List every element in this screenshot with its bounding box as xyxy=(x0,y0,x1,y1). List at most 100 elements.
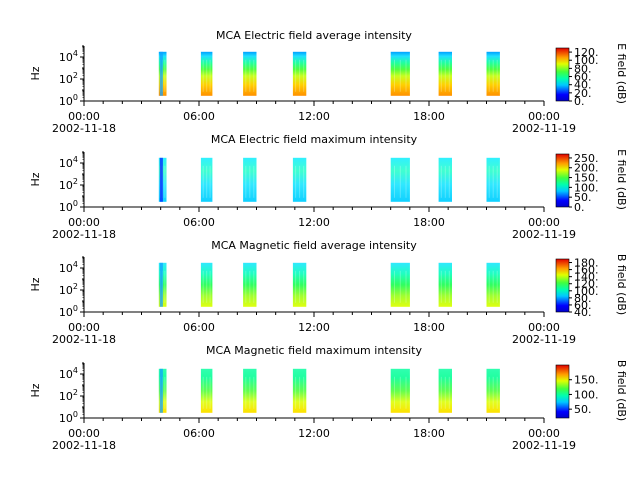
colorbar-tick-label: 100. xyxy=(574,285,599,298)
y-tick-label: 102 xyxy=(59,71,78,86)
colorbar xyxy=(555,258,570,313)
colorbar-tick-label: 0. xyxy=(574,95,585,108)
data-interval-block xyxy=(292,368,307,413)
colorbar-tick-label: 100. xyxy=(574,54,599,67)
data-interval-block xyxy=(438,157,452,202)
data-interval-block xyxy=(292,51,307,96)
x-tick-label: 18:00 xyxy=(413,110,445,123)
colorbar-tick-label: 150. xyxy=(574,172,599,185)
colorbar-tick-label: 50. xyxy=(574,191,592,204)
y-tick-label: 100 xyxy=(59,304,78,319)
y-tick-label: 104 xyxy=(59,366,78,381)
data-interval-block xyxy=(243,262,257,307)
colorbar-tick-label: 140. xyxy=(574,271,599,284)
colorbar-tick-label: 20. xyxy=(574,87,592,100)
x-tick-label: 00:00 xyxy=(528,110,560,123)
panel-title: MCA Electric field average intensity xyxy=(216,29,412,42)
y-axis-label: Hz xyxy=(29,66,42,80)
colorbar-tick-label: 200. xyxy=(574,162,599,175)
y-axis-label: Hz xyxy=(29,383,42,397)
colorbar-tick-label: 180. xyxy=(574,257,599,270)
data-interval-block xyxy=(486,368,500,413)
x-tick-label: 06:00 xyxy=(183,216,215,229)
data-interval-core xyxy=(159,157,163,202)
y-tick-label: 100 xyxy=(59,410,78,425)
data-interval-core xyxy=(159,51,163,96)
x-tick-label: 18:00 xyxy=(413,321,445,334)
x-tick-label: 00:00 xyxy=(68,216,100,229)
x-date-label: 2002-11-19 xyxy=(512,122,576,135)
x-tick-label: 00:00 xyxy=(528,321,560,334)
colorbar-tick-label: 160. xyxy=(574,264,599,277)
y-axis-label: Hz xyxy=(29,172,42,186)
data-interval-block xyxy=(438,368,452,413)
data-interval-block xyxy=(292,262,307,307)
colorbar-tick-label: 60. xyxy=(574,299,592,312)
data-interval-block xyxy=(486,51,500,96)
data-interval-block xyxy=(200,157,213,202)
x-date-label: 2002-11-19 xyxy=(512,439,576,452)
panel-b-field-average: MCA Magnetic field average intensity 100… xyxy=(29,239,628,346)
x-tick-label: 00:00 xyxy=(528,427,560,440)
data-interval-core xyxy=(159,368,163,413)
panel-e-field-average: MCA Electric field average intensity 100… xyxy=(29,29,628,135)
data-interval-block xyxy=(200,51,213,96)
data-interval-block xyxy=(390,51,410,96)
panel-title: MCA Electric field maximum intensity xyxy=(211,133,418,146)
data-interval-block xyxy=(243,368,257,413)
y-tick-label: 100 xyxy=(59,199,78,214)
panel-title: MCA Magnetic field maximum intensity xyxy=(206,344,422,357)
x-tick-label: 12:00 xyxy=(298,427,330,440)
y-tick-label: 104 xyxy=(59,260,78,275)
colorbar-label: E field (dB) xyxy=(615,149,628,210)
x-tick-label: 00:00 xyxy=(68,321,100,334)
x-date-label: 2002-11-19 xyxy=(512,228,576,241)
colorbar-tick-label: 60. xyxy=(574,71,592,84)
x-date-label: 2002-11-19 xyxy=(512,333,576,346)
data-interval-block xyxy=(486,157,500,202)
colorbar-tick-label: 50. xyxy=(574,403,592,416)
colorbar-tick-label: 150. xyxy=(574,374,599,387)
x-date-label: 2002-11-18 xyxy=(52,122,116,135)
colorbar-tick-label: 0. xyxy=(574,201,585,214)
data-interval-block xyxy=(390,157,410,202)
data-interval-block xyxy=(390,262,410,307)
data-interval-block xyxy=(390,368,410,413)
colorbar-tick-label: 100. xyxy=(574,181,599,194)
data-interval-block xyxy=(243,157,257,202)
colorbar-label: B field (dB) xyxy=(615,360,628,421)
colorbar-tick-label: 80. xyxy=(574,62,592,75)
x-tick-label: 12:00 xyxy=(298,216,330,229)
x-tick-label: 18:00 xyxy=(413,216,445,229)
colorbar-tick-label: 40. xyxy=(574,79,592,92)
colorbar-tick-label: 250. xyxy=(574,152,599,165)
colorbar-tick-label: 40. xyxy=(574,306,592,319)
x-date-label: 2002-11-18 xyxy=(52,333,116,346)
colorbar-tick-label: 100. xyxy=(574,388,599,401)
x-tick-label: 06:00 xyxy=(183,427,215,440)
colorbar-label: E field (dB) xyxy=(615,43,628,104)
colorbar xyxy=(555,47,570,102)
colorbar-tick-label: 120. xyxy=(574,46,599,59)
x-tick-label: 06:00 xyxy=(183,321,215,334)
data-interval-block xyxy=(486,262,500,307)
colorbar-tick-label: 80. xyxy=(574,292,592,305)
x-tick-label: 00:00 xyxy=(528,216,560,229)
data-interval-block xyxy=(292,157,307,202)
panel-e-field-maximum: MCA Electric field maximum intensity 100… xyxy=(29,133,628,241)
colorbar-tick-label: 120. xyxy=(574,278,599,291)
colorbar xyxy=(555,153,570,208)
y-tick-label: 104 xyxy=(59,155,78,170)
x-tick-label: 12:00 xyxy=(298,110,330,123)
y-tick-label: 100 xyxy=(59,93,78,108)
x-tick-label: 12:00 xyxy=(298,321,330,334)
colorbar xyxy=(555,364,570,419)
panel-title: MCA Magnetic field average intensity xyxy=(211,239,417,252)
data-interval-block xyxy=(200,262,213,307)
x-tick-label: 06:00 xyxy=(183,110,215,123)
colorbar-label: B field (dB) xyxy=(615,254,628,315)
y-tick-label: 102 xyxy=(59,177,78,192)
panel-b-field-maximum: MCA Magnetic field maximum intensity 100… xyxy=(29,344,628,452)
x-tick-label: 00:00 xyxy=(68,427,100,440)
